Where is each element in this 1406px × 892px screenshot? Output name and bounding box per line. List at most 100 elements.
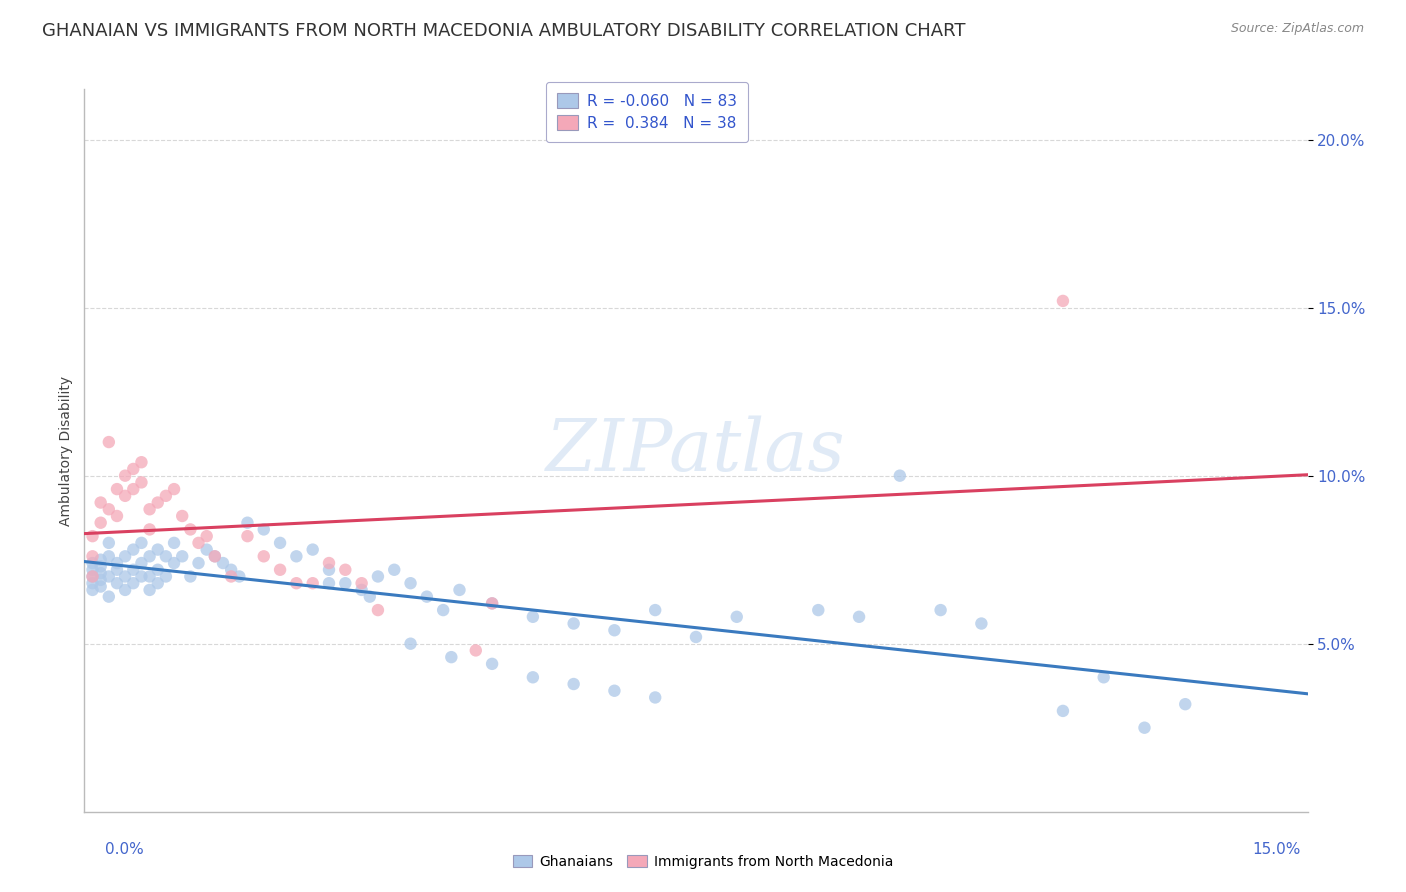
Point: [97, 549, 120, 564]
Point: [97, 569, 120, 583]
Point: [114, 549, 136, 564]
Point: [440, 650, 463, 665]
Point: [114, 569, 136, 583]
Point: [301, 542, 323, 557]
Point: [204, 549, 226, 564]
Point: [97, 590, 120, 604]
Point: [204, 549, 226, 564]
Point: [131, 536, 153, 550]
Point: [318, 576, 340, 591]
Point: [562, 677, 585, 691]
Point: [155, 489, 177, 503]
Point: [146, 563, 169, 577]
Text: Source: ZipAtlas.com: Source: ZipAtlas.com: [1230, 22, 1364, 36]
Point: [970, 616, 993, 631]
Point: [97, 435, 120, 450]
Point: [138, 502, 160, 516]
Point: [90, 580, 112, 594]
Point: [179, 569, 201, 583]
Point: [90, 552, 112, 566]
Y-axis label: Ambulatory Disability: Ambulatory Disability: [59, 376, 73, 525]
Point: [82, 576, 104, 591]
Point: [889, 468, 911, 483]
Point: [82, 529, 104, 543]
Point: [285, 576, 308, 591]
Point: [1133, 721, 1156, 735]
Point: [131, 455, 153, 469]
Point: [382, 563, 405, 577]
Point: [138, 549, 160, 564]
Point: [138, 582, 160, 597]
Point: [114, 489, 136, 503]
Point: [464, 643, 486, 657]
Point: [522, 609, 544, 624]
Point: [172, 508, 194, 523]
Point: [155, 549, 177, 564]
Point: [644, 690, 666, 705]
Text: ZIPatlas: ZIPatlas: [546, 415, 846, 486]
Point: [146, 542, 169, 557]
Point: [90, 495, 112, 509]
Point: [179, 523, 201, 537]
Point: [219, 563, 242, 577]
Point: [1092, 670, 1115, 684]
Point: [105, 482, 128, 496]
Point: [82, 569, 104, 583]
Point: [236, 529, 259, 543]
Point: [195, 542, 218, 557]
Point: [416, 590, 439, 604]
Point: [562, 616, 585, 631]
Point: [90, 566, 112, 581]
Point: [807, 603, 830, 617]
Point: [122, 482, 145, 496]
Point: [82, 569, 104, 583]
Point: [399, 576, 422, 591]
Point: [187, 536, 209, 550]
Point: [138, 523, 160, 537]
Point: [146, 576, 169, 591]
Point: [122, 563, 145, 577]
Point: [131, 556, 153, 570]
Point: [155, 569, 177, 583]
Point: [90, 559, 112, 574]
Point: [172, 549, 194, 564]
Point: [212, 556, 235, 570]
Point: [97, 502, 120, 516]
Point: [449, 582, 471, 597]
Point: [253, 523, 276, 537]
Text: GHANAIAN VS IMMIGRANTS FROM NORTH MACEDONIA AMBULATORY DISABILITY CORRELATION CH: GHANAIAN VS IMMIGRANTS FROM NORTH MACEDO…: [42, 22, 966, 40]
Point: [335, 576, 357, 591]
Point: [350, 576, 373, 591]
Point: [359, 590, 381, 604]
Point: [163, 482, 186, 496]
Point: [301, 576, 323, 591]
Point: [97, 536, 120, 550]
Point: [138, 569, 160, 583]
Point: [146, 495, 169, 509]
Point: [929, 603, 952, 617]
Point: [1052, 704, 1074, 718]
Point: [269, 563, 291, 577]
Point: [350, 582, 373, 597]
Point: [481, 596, 503, 610]
Legend: Ghanaians, Immigrants from North Macedonia: Ghanaians, Immigrants from North Macedon…: [508, 849, 898, 874]
Point: [219, 569, 242, 583]
Point: [685, 630, 707, 644]
Point: [131, 475, 153, 490]
Point: [195, 529, 218, 543]
Point: [603, 624, 626, 638]
Point: [82, 582, 104, 597]
Point: [82, 549, 104, 564]
Point: [253, 549, 276, 564]
Point: [318, 563, 340, 577]
Point: [1052, 293, 1074, 308]
Point: [335, 563, 357, 577]
Point: [122, 576, 145, 591]
Legend: R = -0.060   N = 83, R =  0.384   N = 38: R = -0.060 N = 83, R = 0.384 N = 38: [546, 82, 748, 142]
Point: [131, 569, 153, 583]
Point: [522, 670, 544, 684]
Point: [163, 536, 186, 550]
Point: [848, 609, 870, 624]
Point: [82, 556, 104, 570]
Point: [90, 516, 112, 530]
